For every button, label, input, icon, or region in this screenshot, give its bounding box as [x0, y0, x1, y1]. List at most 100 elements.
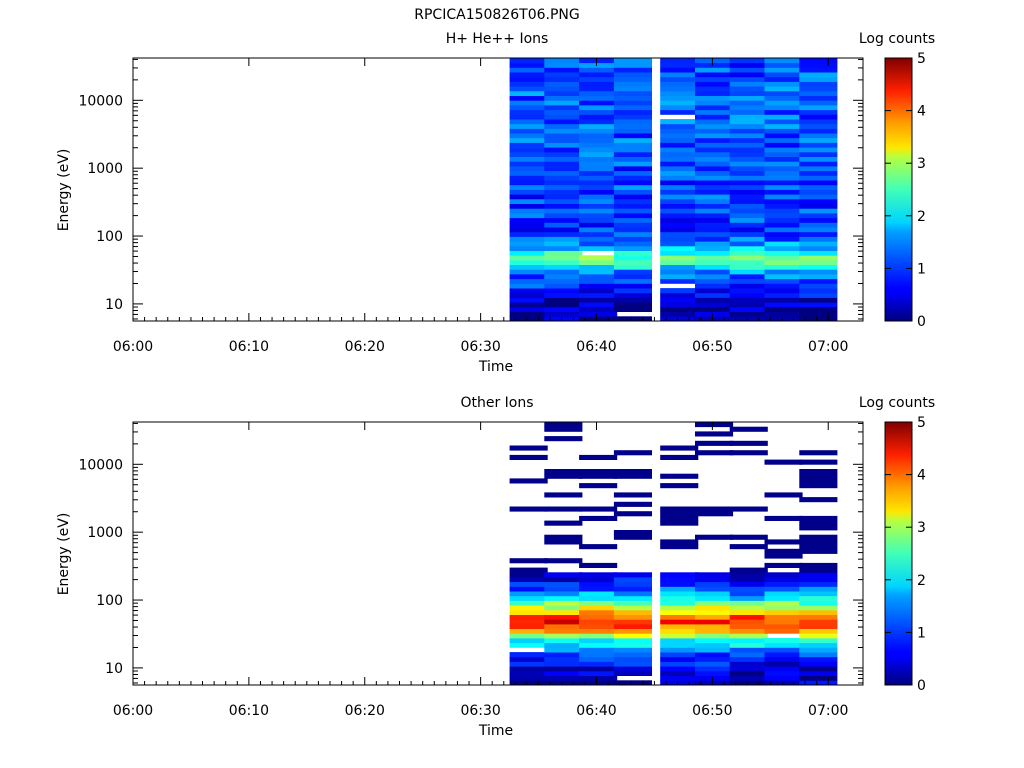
heatmap-cell: [695, 633, 734, 639]
heatmap-cell: [695, 194, 734, 200]
heatmap-cell: [613, 184, 652, 190]
heatmap-cell: [613, 473, 652, 479]
heatmap-cell: [764, 581, 803, 587]
heatmap-cell: [695, 95, 734, 101]
heatmap-cell: [660, 213, 699, 219]
heatmap-cell: [660, 231, 699, 237]
heatmap-cell: [579, 241, 618, 247]
heatmap-cell: [695, 231, 734, 237]
heatmap-cell: [729, 175, 768, 181]
heatmap-cell: [509, 189, 548, 195]
heatmap-cell: [660, 133, 699, 139]
heatmap-cell: [729, 426, 768, 432]
heatmap-cell: [799, 222, 838, 228]
heatmap-cell: [613, 217, 652, 223]
heatmap-cell: [660, 180, 699, 186]
heatmap-cell: [509, 114, 548, 120]
heatmap-cell: [695, 292, 734, 298]
heatmap-cell: [729, 647, 768, 653]
heatmap-cell: [579, 128, 618, 134]
heatmap-cell: [613, 534, 652, 540]
panel-other-ions: Other Ions 06:00 06:10 06:20 06:30 06:40 06:5…: [56, 395, 935, 739]
heatmap-cell: [799, 292, 838, 298]
heatmap-cell: [613, 288, 652, 294]
heatmap-cell: [509, 656, 548, 662]
heatmap-cell: [799, 656, 838, 662]
heatmap-cell: [695, 450, 734, 456]
heatmap-cell: [729, 274, 768, 280]
heatmap-cell: [764, 288, 803, 294]
heatmap-cell: [729, 633, 768, 639]
heatmap-cell: [729, 670, 768, 676]
heatmap-cell: [660, 123, 699, 129]
heatmap-cell: [544, 236, 583, 242]
heatmap-cell: [579, 297, 618, 303]
heatmap-cell: [660, 128, 699, 134]
heatmap-cell: [613, 156, 652, 162]
heatmap-cell: [799, 609, 838, 615]
heatmap-cell: [579, 151, 618, 157]
heatmap-cell: [509, 133, 548, 139]
heatmap-cell: [695, 647, 734, 653]
heatmap-cell: [729, 109, 768, 115]
heatmap-cell: [764, 236, 803, 242]
heatmap-cell: [613, 302, 652, 308]
heatmap-cell: [509, 217, 548, 223]
heatmap-cell: [544, 577, 583, 583]
x-tick-label: 06:50: [692, 703, 732, 719]
heatmap-cell: [509, 227, 548, 233]
heatmap-cell: [695, 675, 734, 681]
heatmap-cell: [579, 170, 618, 176]
heatmap-cell: [799, 469, 838, 475]
heatmap-cell: [613, 86, 652, 92]
y-tick-label: 100: [96, 229, 123, 245]
heatmap-cell: [764, 605, 803, 611]
heatmap-cell: [695, 123, 734, 129]
heatmap-cell: [660, 680, 699, 686]
panel-2-colorbar-label: Log counts: [859, 395, 935, 411]
heatmap-cell: [660, 170, 699, 176]
heatmap-cell: [695, 67, 734, 73]
heatmap-cell: [660, 62, 699, 68]
heatmap-cell: [799, 198, 838, 204]
heatmap-cell: [613, 306, 652, 312]
heatmap-cell: [613, 274, 652, 280]
heatmap-cell: [660, 506, 699, 512]
heatmap-cell: [660, 119, 699, 125]
heatmap-cell: [660, 236, 699, 242]
heatmap-cell: [509, 591, 548, 597]
heatmap-cell: [729, 137, 768, 143]
heatmap-cell: [695, 58, 734, 64]
heatmap-cell: [509, 123, 548, 129]
heatmap-cell: [579, 666, 618, 672]
heatmap-cell: [729, 236, 768, 242]
heatmap-cell: [579, 628, 618, 634]
heatmap-cell: [695, 642, 734, 648]
heatmap-cell: [509, 670, 548, 676]
panel-1-axes: 06:00 06:10 06:20 06:30 06:40 06:50 07:00 10 100…: [78, 58, 863, 355]
heatmap-cell: [544, 292, 583, 298]
heatmap-cell: [579, 245, 618, 251]
heatmap-cell: [613, 492, 652, 498]
heatmap-cell: [799, 194, 838, 200]
heatmap-cell: [509, 600, 548, 606]
heatmap-cell: [660, 184, 699, 190]
heatmap-cell: [764, 241, 803, 247]
heatmap-cell: [764, 114, 803, 120]
heatmap-cell: [613, 114, 652, 120]
heatmap-cell: [695, 166, 734, 172]
panel-2-plot-frame: [132, 421, 864, 686]
heatmap-cell: [695, 198, 734, 204]
heatmap-cell: [509, 194, 548, 200]
heatmap-cell: [695, 623, 734, 629]
heatmap-cell: [579, 194, 618, 200]
heatmap-cell: [764, 656, 803, 662]
heatmap-cell: [729, 623, 768, 629]
heatmap-cell: [695, 76, 734, 82]
heatmap-cell: [799, 161, 838, 167]
heatmap-cell: [799, 586, 838, 592]
heatmap-cell: [764, 548, 803, 554]
heatmap-cell: [544, 614, 583, 620]
heatmap-cell: [544, 161, 583, 167]
heatmap-cell: [764, 274, 803, 280]
